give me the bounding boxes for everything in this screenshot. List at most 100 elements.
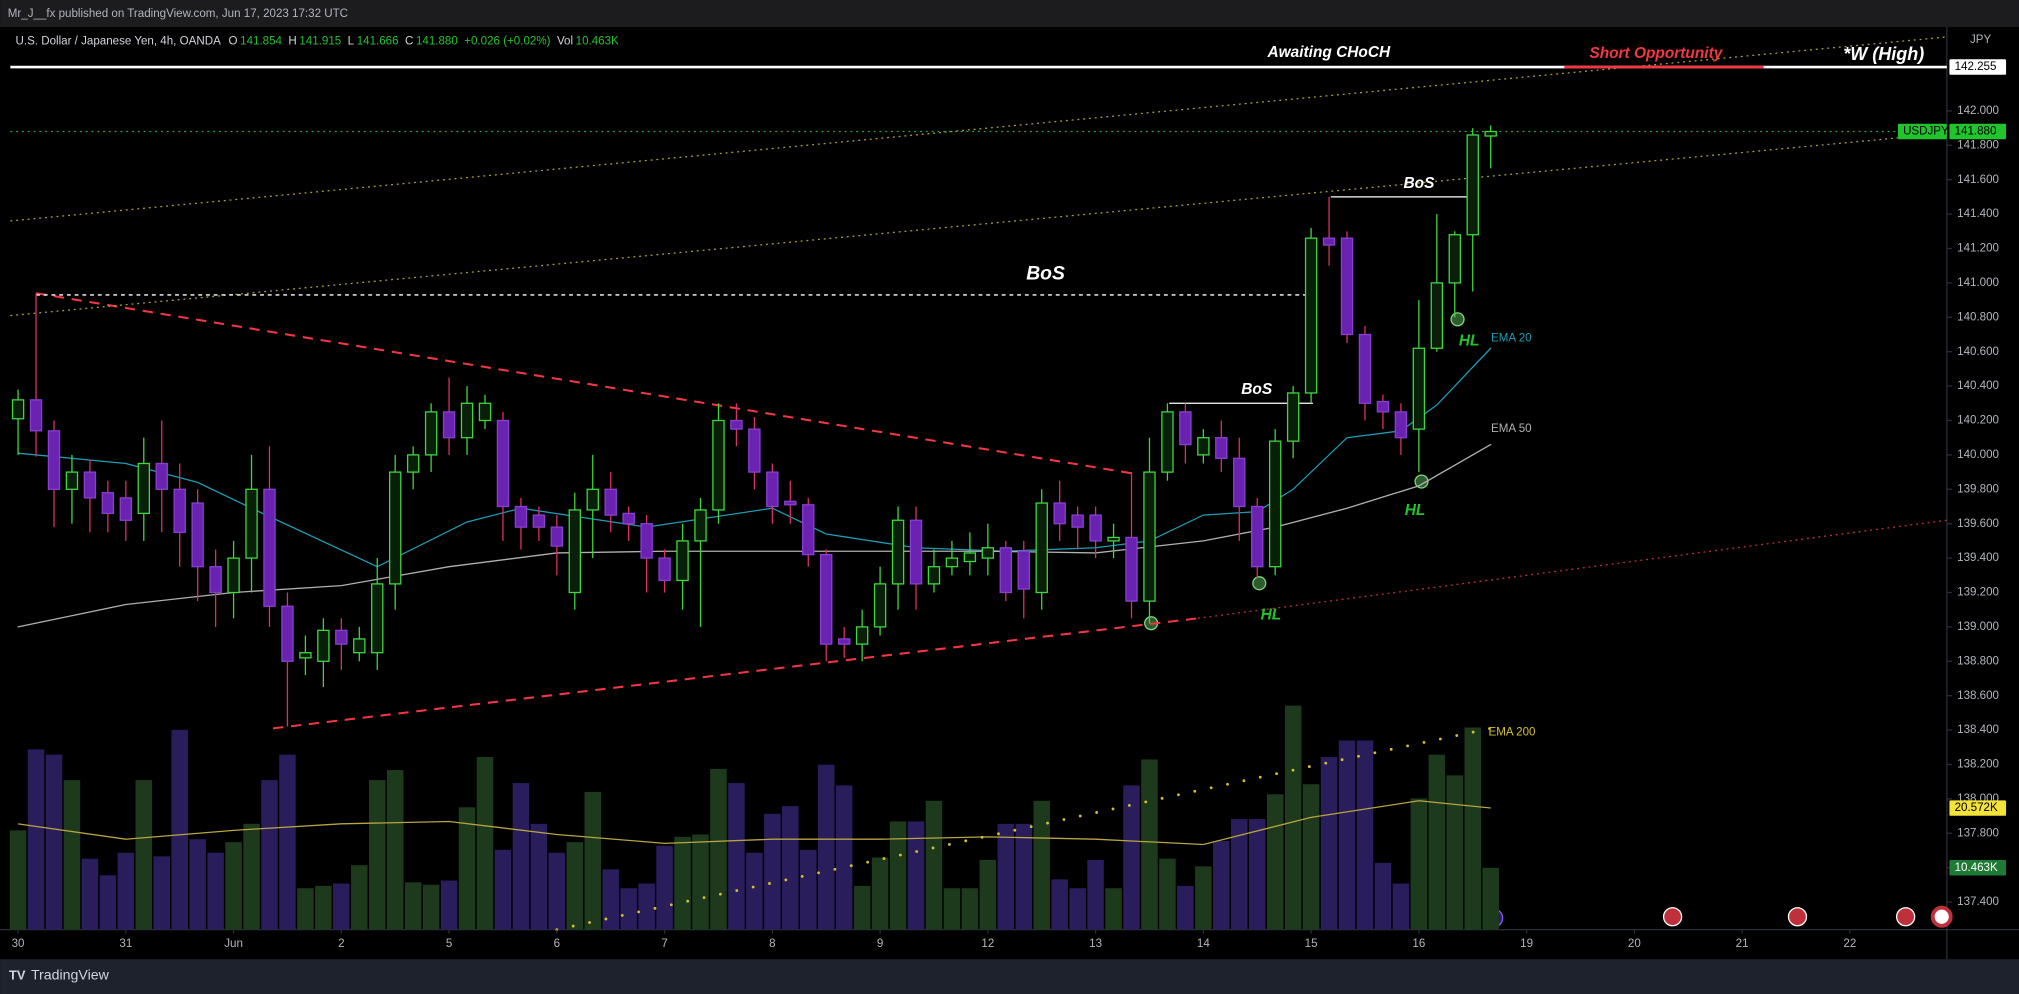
volume-bar bbox=[1428, 754, 1446, 930]
candle-body bbox=[1143, 471, 1156, 602]
volume-bar bbox=[1159, 858, 1176, 930]
candle-body bbox=[1358, 333, 1372, 404]
trend-line bbox=[35, 292, 1136, 475]
price-tag-label: 141.880 bbox=[1955, 126, 1997, 138]
volume-bar bbox=[907, 821, 925, 930]
candle-body bbox=[532, 514, 546, 528]
volume-bar bbox=[386, 770, 404, 930]
x-tick-label: 9 bbox=[877, 938, 883, 950]
volume-bar bbox=[1087, 859, 1104, 930]
x-tick-label: 16 bbox=[1412, 938, 1425, 950]
volume-bar bbox=[99, 875, 117, 930]
legend: U.S. Dollar / Japanese Yen, 4h, OANDA O 14… bbox=[16, 35, 620, 47]
candle-body bbox=[963, 552, 977, 563]
x-tick-label: 8 bbox=[769, 938, 775, 950]
volume-bar bbox=[1410, 798, 1428, 930]
volume-bar bbox=[512, 783, 530, 930]
annotation: HL bbox=[1459, 332, 1480, 349]
candle-body bbox=[371, 583, 384, 654]
volume-bar bbox=[494, 849, 512, 930]
candle-body bbox=[604, 488, 617, 516]
hl-marker bbox=[1414, 474, 1429, 489]
candle-body bbox=[47, 430, 61, 490]
indicator-label: EMA 50 bbox=[1491, 423, 1532, 435]
annotation: HL bbox=[1261, 607, 1282, 624]
y-tick-label: 140.800 bbox=[1957, 311, 1999, 323]
volume-bar bbox=[171, 729, 188, 930]
volume-bar bbox=[692, 834, 709, 930]
volume-bar bbox=[225, 842, 242, 930]
candle-body bbox=[676, 540, 689, 582]
hl-marker bbox=[1450, 312, 1465, 327]
candle-body bbox=[11, 399, 25, 420]
hl-marker bbox=[1252, 576, 1267, 591]
price-tag-label: 142.255 bbox=[1955, 61, 1997, 73]
volume-bar bbox=[889, 821, 907, 930]
ohlc-label: L bbox=[348, 35, 355, 47]
volume-bar bbox=[1320, 757, 1338, 930]
candle-body bbox=[694, 509, 707, 542]
volume-bar bbox=[1374, 862, 1392, 930]
candle-body bbox=[1125, 536, 1138, 602]
price-tag bbox=[1949, 860, 2007, 876]
candle-body bbox=[1251, 505, 1264, 568]
candle-body bbox=[1233, 457, 1246, 508]
volume-bar bbox=[674, 836, 691, 930]
volume-label: Vol bbox=[557, 35, 573, 47]
y-tick-label: 141.600 bbox=[1957, 174, 1999, 186]
y-tick-label: 139.000 bbox=[1957, 621, 1999, 633]
volume-bar bbox=[961, 888, 979, 930]
ohlc-label: H bbox=[288, 35, 296, 47]
candle-body bbox=[927, 566, 941, 585]
candle-body bbox=[1430, 282, 1444, 349]
symbol-tag bbox=[1897, 123, 1947, 140]
candle-body bbox=[245, 488, 258, 559]
x-tick-label: 5 bbox=[446, 938, 452, 950]
event-icon[interactable] bbox=[1787, 907, 1808, 927]
y-tick-label: 139.400 bbox=[1957, 552, 1999, 564]
candle-body bbox=[1484, 130, 1497, 137]
currency: JPY bbox=[1970, 34, 1992, 46]
candle-body bbox=[945, 557, 959, 568]
candle-body bbox=[299, 652, 312, 659]
volume-bar bbox=[638, 883, 655, 930]
volume-bar bbox=[1015, 823, 1033, 930]
volume-bar bbox=[333, 883, 350, 930]
candle-body bbox=[1107, 536, 1120, 542]
volume-bar bbox=[135, 780, 153, 930]
volume-bar bbox=[1213, 840, 1230, 930]
x-tick-label: 6 bbox=[554, 938, 560, 950]
candle-body bbox=[1017, 550, 1030, 590]
volume-bar bbox=[835, 785, 853, 930]
volume-bar bbox=[620, 888, 637, 930]
candle-body bbox=[640, 523, 653, 559]
candle-body bbox=[622, 512, 635, 525]
volume-bar bbox=[27, 749, 45, 930]
volume-bar bbox=[1338, 740, 1356, 930]
event-icon[interactable] bbox=[1930, 905, 1953, 928]
y-tick-label: 140.200 bbox=[1957, 415, 1999, 427]
event-icon[interactable] bbox=[1662, 907, 1683, 927]
brand: TradingView bbox=[31, 968, 110, 984]
candle-body bbox=[65, 471, 79, 490]
volume-bar bbox=[422, 884, 440, 930]
volume-bar bbox=[1248, 819, 1266, 930]
x-tick-label: 30 bbox=[12, 938, 25, 950]
indicator-label: EMA 20 bbox=[1491, 333, 1532, 345]
volume-bar bbox=[63, 780, 81, 930]
indicator-label: EMA 200 bbox=[1488, 727, 1535, 739]
candle-body bbox=[1394, 411, 1408, 439]
y-tick-label: 138.600 bbox=[1957, 690, 1999, 702]
candle-body bbox=[281, 605, 294, 662]
volume-bar bbox=[1069, 888, 1086, 930]
candle-body bbox=[999, 547, 1013, 594]
volume-bar bbox=[1105, 888, 1122, 930]
candle-body bbox=[1466, 134, 1479, 236]
price-tag bbox=[1949, 800, 2007, 816]
y-tick-label: 138.400 bbox=[1957, 724, 1999, 736]
event-icon[interactable] bbox=[1895, 907, 1916, 927]
volume-bar bbox=[45, 754, 63, 930]
candle-body bbox=[766, 471, 779, 508]
